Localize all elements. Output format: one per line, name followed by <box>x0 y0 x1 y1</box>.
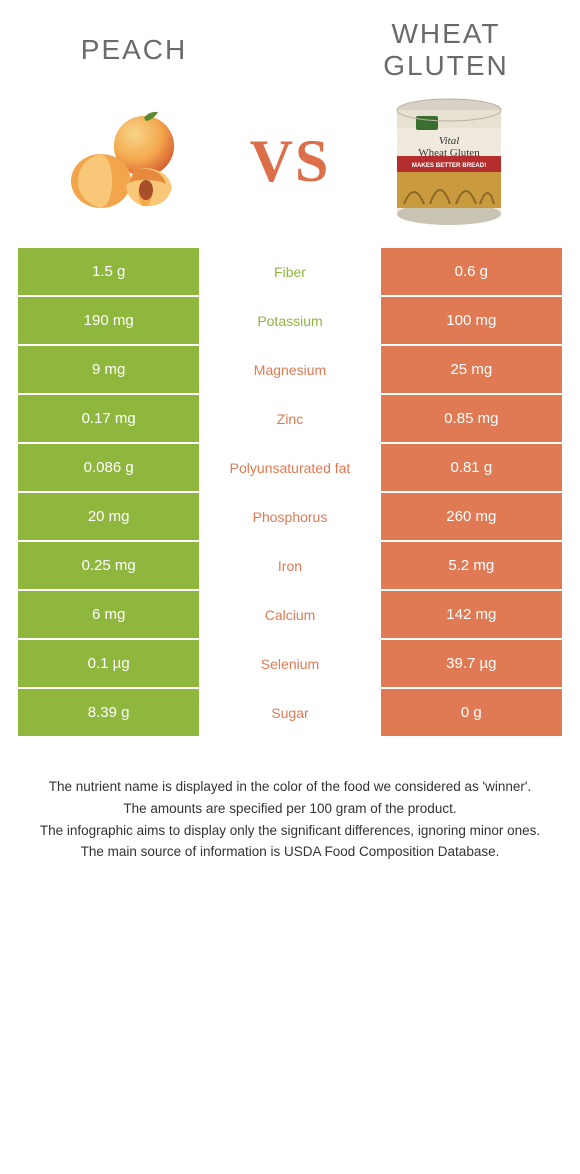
table-row: 0.086 gPolyunsaturated fat0.81 g <box>18 444 562 491</box>
svg-text:Vital: Vital <box>439 135 460 147</box>
left-value: 20 mg <box>18 493 199 540</box>
header-row: PEACH WHEAT GLUTEN <box>18 18 562 82</box>
footer-line: The amounts are specified per 100 gram o… <box>24 798 556 820</box>
nutrient-name: Magnesium <box>199 346 380 393</box>
nutrient-name: Phosphorus <box>199 493 380 540</box>
svg-text:MAKES BETTER BREAD!: MAKES BETTER BREAD! <box>412 162 487 169</box>
table-row: 1.5 gFiber0.6 g <box>18 248 562 295</box>
wheat-gluten-tin-icon: Vital Wheat Gluten MAKES BETTER BREAD! <box>390 96 508 226</box>
right-value: 0.85 mg <box>381 395 562 442</box>
vs-label: VS <box>244 127 337 196</box>
table-row: 0.1 µgSelenium39.7 µg <box>18 640 562 687</box>
right-image-box: Vital Wheat Gluten MAKES BETTER BREAD! <box>336 96 562 226</box>
right-value: 260 mg <box>381 493 562 540</box>
right-value: 142 mg <box>381 591 562 638</box>
table-row: 0.25 mgIron5.2 mg <box>18 542 562 589</box>
nutrient-name: Polyunsaturated fat <box>199 444 380 491</box>
right-value: 100 mg <box>381 297 562 344</box>
table-row: 6 mgCalcium142 mg <box>18 591 562 638</box>
left-value: 9 mg <box>18 346 199 393</box>
title-left: PEACH <box>18 34 250 66</box>
nutrient-name: Calcium <box>199 591 380 638</box>
nutrient-name: Fiber <box>199 248 380 295</box>
nutrient-name: Zinc <box>199 395 380 442</box>
footer-line: The infographic aims to display only the… <box>24 820 556 842</box>
left-value: 0.25 mg <box>18 542 199 589</box>
nutrient-name: Sugar <box>199 689 380 736</box>
footer-line: The nutrient name is displayed in the co… <box>24 776 556 798</box>
footer-line: The main source of information is USDA F… <box>24 841 556 863</box>
right-value: 25 mg <box>381 346 562 393</box>
title-right: WHEAT GLUTEN <box>330 18 562 82</box>
right-value: 0.81 g <box>381 444 562 491</box>
left-value: 8.39 g <box>18 689 199 736</box>
nutrient-name: Selenium <box>199 640 380 687</box>
svg-text:Wheat Gluten: Wheat Gluten <box>418 147 480 159</box>
footer-notes: The nutrient name is displayed in the co… <box>18 776 562 862</box>
nutrient-name: Iron <box>199 542 380 589</box>
right-value: 39.7 µg <box>381 640 562 687</box>
peach-icon <box>66 106 196 216</box>
left-value: 1.5 g <box>18 248 199 295</box>
table-row: 190 mgPotassium100 mg <box>18 297 562 344</box>
table-row: 9 mgMagnesium25 mg <box>18 346 562 393</box>
infographic-container: PEACH WHEAT GLUTEN <box>0 0 580 893</box>
right-value: 0 g <box>381 689 562 736</box>
table-row: 20 mgPhosphorus260 mg <box>18 493 562 540</box>
left-image-box <box>18 96 244 226</box>
right-value: 0.6 g <box>381 248 562 295</box>
comparison-table: 1.5 gFiber0.6 g190 mgPotassium100 mg9 mg… <box>18 248 562 736</box>
right-value: 5.2 mg <box>381 542 562 589</box>
left-value: 0.17 mg <box>18 395 199 442</box>
table-row: 8.39 gSugar0 g <box>18 689 562 736</box>
left-value: 0.086 g <box>18 444 199 491</box>
left-value: 190 mg <box>18 297 199 344</box>
left-value: 0.1 µg <box>18 640 199 687</box>
left-value: 6 mg <box>18 591 199 638</box>
table-row: 0.17 mgZinc0.85 mg <box>18 395 562 442</box>
images-row: VS Vital Wheat Gluten MAKES BETTER BREAD… <box>18 96 562 226</box>
nutrient-name: Potassium <box>199 297 380 344</box>
